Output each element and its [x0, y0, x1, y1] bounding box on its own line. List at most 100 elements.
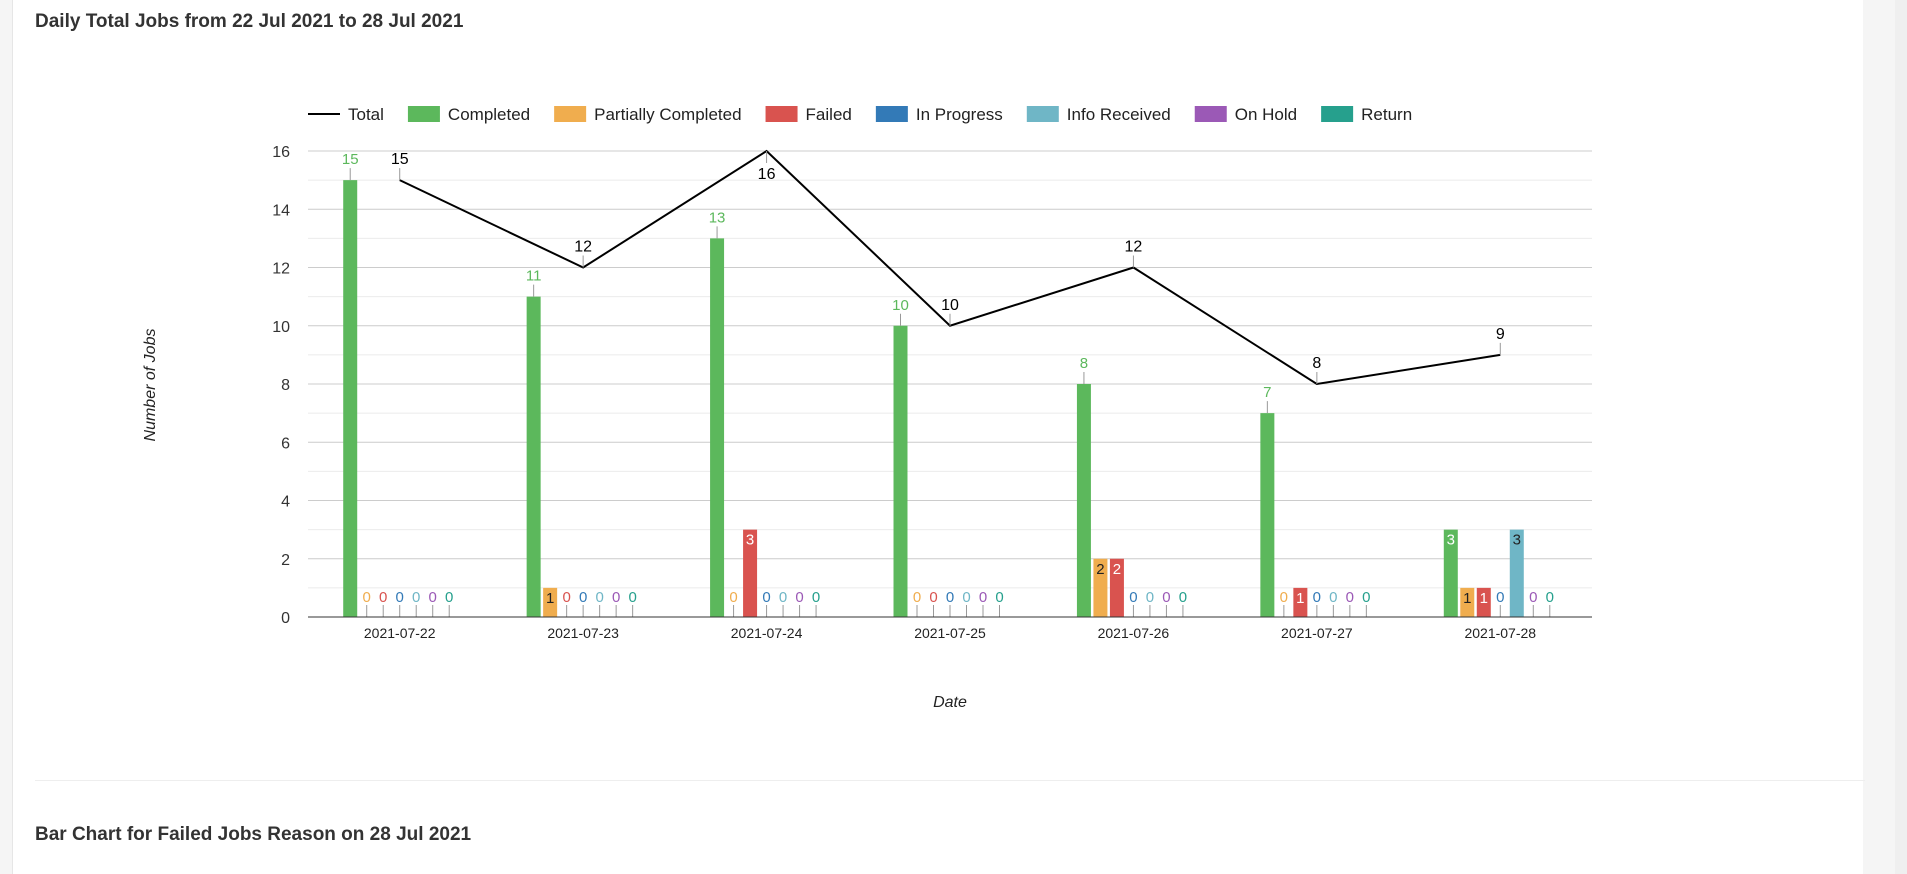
bar-label-info-received: 0	[779, 589, 787, 606]
bar-label-return: 0	[995, 589, 1003, 606]
bar-partially-completed	[543, 587, 558, 617]
bar-label-on-hold: 0	[1529, 589, 1537, 606]
total-point-label: 16	[758, 166, 776, 183]
bar-label-completed: 11	[526, 268, 542, 285]
bar-partially-completed	[1460, 587, 1475, 617]
bar-completed	[893, 325, 908, 617]
bar-label-on-hold: 0	[1162, 589, 1170, 606]
total-point-label: 12	[574, 239, 592, 256]
total-point-label: 10	[941, 297, 959, 314]
x-axis-ticks: 2021-07-22 2021-07-23 2021-07-24 2021-07-25…	[308, 616, 1592, 641]
legend-swatch-failed	[765, 106, 798, 122]
bar-completed	[343, 180, 358, 617]
x-tick-label: 2021-07-28	[1464, 625, 1536, 641]
bar-label-partially-completed: 0	[1280, 589, 1288, 606]
legend-item-in-progress: In Progress	[916, 105, 1003, 124]
chart-legend: Total Completed Partially Completed Failed I…	[308, 105, 1412, 124]
x-tick-label: 2021-07-22	[364, 625, 436, 641]
x-tick-label: 2021-07-26	[1098, 625, 1170, 641]
bar-label-failed: 2	[1113, 561, 1121, 578]
y-tick-label: 16	[272, 144, 290, 161]
bar-label-completed: 3	[1447, 532, 1455, 549]
y-tick-label: 0	[281, 610, 290, 627]
report-panel	[12, 0, 1863, 874]
bar-label-on-hold: 0	[979, 589, 987, 606]
daily-jobs-chart: Total Completed Partially Completed Failed I…	[142, 105, 1592, 711]
legend-item-on-hold: On Hold	[1235, 105, 1297, 124]
bar-failed	[1476, 587, 1491, 617]
y-tick-label: 6	[281, 435, 290, 452]
bar-label-failed: 1	[1480, 590, 1488, 607]
bar-label-failed: 1	[1296, 590, 1304, 607]
x-tick-label: 2021-07-24	[731, 625, 803, 641]
bar-label-in-progress: 0	[946, 589, 954, 606]
bar-label-info-received: 3	[1513, 532, 1521, 549]
total-point-label: 12	[1125, 239, 1143, 256]
bar-label-completed: 15	[342, 151, 359, 168]
legend-item-info-received: Info Received	[1067, 105, 1171, 124]
bar-failed	[1293, 587, 1308, 617]
total-line: 15 12 16 10 12 8 9	[391, 149, 1505, 386]
bar-label-return: 0	[812, 589, 820, 606]
y-tick-label: 14	[272, 202, 290, 219]
bar-label-info-received: 0	[1146, 589, 1154, 606]
bar-failed	[743, 529, 758, 617]
bar-label-partially-completed: 1	[546, 590, 554, 607]
bar-label-on-hold: 0	[1346, 589, 1354, 606]
scrollbar-track[interactable]	[1895, 0, 1907, 874]
y-tick-label: 4	[281, 494, 290, 511]
bar-label-in-progress: 0	[396, 589, 404, 606]
y-tick-label: 10	[272, 319, 290, 336]
bar-completed	[1260, 413, 1275, 617]
bar-label-info-received: 0	[412, 589, 420, 606]
bar-failed	[1109, 558, 1124, 617]
bar-label-return: 0	[445, 589, 453, 606]
bar-label-on-hold: 0	[429, 589, 437, 606]
bar-label-return: 0	[1546, 589, 1554, 606]
bar-label-return: 0	[1362, 589, 1370, 606]
bar-label-in-progress: 0	[1496, 589, 1504, 606]
bar-label-in-progress: 0	[579, 589, 587, 606]
bar-label-in-progress: 0	[1313, 589, 1321, 606]
bar-label-failed: 0	[379, 589, 387, 606]
section-divider	[35, 780, 1865, 781]
bar-label-completed: 7	[1263, 384, 1271, 401]
legend-swatch-on-hold	[1194, 106, 1227, 122]
bar-label-info-received: 0	[595, 589, 603, 606]
bar-partially-completed	[1093, 558, 1108, 617]
bar-label-partially-completed: 1	[1463, 590, 1471, 607]
total-point-label: 9	[1496, 326, 1505, 343]
total-point-label: 8	[1312, 355, 1321, 372]
legend-item-return: Return	[1361, 105, 1412, 124]
bar-label-partially-completed: 0	[913, 589, 921, 606]
y-tick-label: 2	[281, 552, 290, 569]
bar-completed	[526, 296, 541, 617]
x-tick-label: 2021-07-25	[914, 625, 986, 641]
legend-swatch-return	[1321, 106, 1354, 122]
bar-label-failed: 3	[746, 532, 754, 549]
x-tick-label: 2021-07-27	[1281, 625, 1353, 641]
bar-completed	[1443, 529, 1458, 617]
y-axis-ticks: 0 2 4 6 8 10 12 14 16	[272, 144, 290, 627]
bar-label-return: 0	[1179, 589, 1187, 606]
legend-swatch-info-received	[1026, 106, 1059, 122]
y-tick-label: 12	[272, 261, 290, 278]
bar-label-failed: 0	[929, 589, 937, 606]
bar-info-received	[1509, 529, 1524, 617]
chart-gridlines	[308, 150, 1592, 618]
bar-label-return: 0	[628, 589, 636, 606]
bar-label-in-progress: 0	[1129, 589, 1137, 606]
total-point-label: 15	[391, 151, 409, 168]
legend-swatch-in-progress	[875, 106, 908, 122]
chart-section-title: Daily Total Jobs from 22 Jul 2021 to 28 …	[35, 11, 464, 32]
legend-swatch-completed	[407, 106, 440, 122]
bar-label-in-progress: 0	[762, 589, 770, 606]
bar-label-info-received: 0	[962, 589, 970, 606]
bar-label-on-hold: 0	[795, 589, 803, 606]
bar-label-completed: 10	[892, 297, 909, 314]
bar-label-failed: 0	[562, 589, 570, 606]
legend-item-failed: Failed	[806, 105, 852, 124]
x-axis-label: Date	[933, 694, 967, 711]
legend-item-partially-completed: Partially Completed	[594, 105, 741, 124]
bar-label-info-received: 0	[1329, 589, 1337, 606]
